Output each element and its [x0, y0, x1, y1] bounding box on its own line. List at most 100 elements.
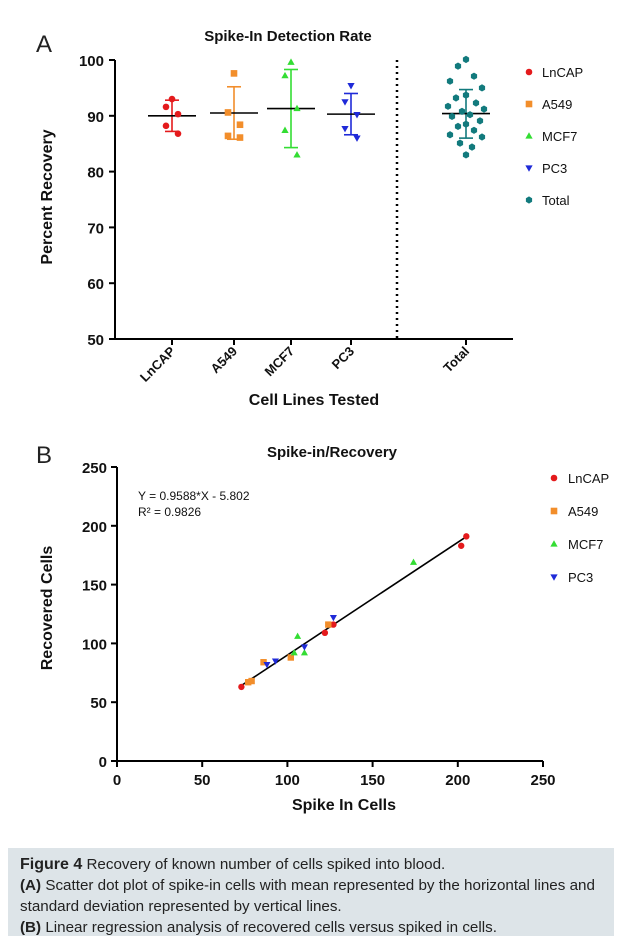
- panel-a-point: [287, 58, 295, 65]
- panel-a-point: [281, 71, 289, 79]
- panel-a-point: [472, 99, 480, 107]
- panel-a-ytick-label: 90: [87, 109, 104, 126]
- panel-b-xtick-label: 150: [360, 772, 385, 789]
- panel-a-xlabel: Cell Lines Tested: [249, 392, 379, 409]
- panel-a-point: [456, 139, 464, 147]
- panel-a-ytick-label: 60: [87, 276, 104, 293]
- panel-b-ytick-label: 0: [99, 754, 107, 771]
- panel-b-point: [294, 632, 302, 639]
- panel-a-point: [478, 133, 486, 141]
- panel-a-point: [446, 77, 454, 85]
- panel-b-point: [300, 649, 308, 656]
- panel-a-legend-marker: [525, 68, 533, 76]
- panel-a-point: [341, 99, 349, 106]
- panel-b-point: [245, 679, 252, 686]
- panel-a-legend-label: PC3: [542, 161, 567, 176]
- panel-b-legend-label: PC3: [568, 570, 593, 585]
- panel-a-point: [224, 109, 232, 116]
- panel-b-point: [248, 677, 255, 685]
- panel-b-point: [287, 654, 295, 661]
- panel-b-point: [325, 621, 332, 628]
- panel-a-ytick-label: 100: [79, 53, 104, 70]
- panel-a-legend-marker: [525, 100, 533, 108]
- panel-a-point: [293, 104, 301, 112]
- panel-a-legend-marker: [525, 132, 533, 139]
- panel-b-ytick-label: 200: [82, 519, 107, 536]
- panel-b-legend-marker: [550, 474, 558, 482]
- caption-figure-label: Figure 4: [20, 856, 83, 873]
- panel-b-ytick-label: 100: [82, 636, 107, 653]
- panel-b-point: [330, 621, 337, 628]
- panel-a-point: [168, 95, 176, 103]
- panel-b-ytick-label: 150: [82, 578, 107, 595]
- panel-a-point: [480, 105, 488, 113]
- panel-a-point: [452, 94, 460, 102]
- panel-b-legend-marker: [550, 540, 558, 547]
- panel-a-point: [466, 111, 474, 119]
- panel-b-legend-label: A549: [568, 504, 598, 519]
- panel-a-ytick-label: 70: [87, 220, 104, 237]
- panel-a-point: [462, 151, 470, 159]
- panel-b-ytick-label: 50: [90, 695, 107, 712]
- panel-b-ytick-label: 250: [82, 460, 107, 477]
- panel-a-legend-label: LnCAP: [542, 65, 583, 80]
- panel-a-chart: A Spike-In Detection Rate Percent Recove…: [36, 28, 583, 409]
- panel-a-point: [446, 131, 454, 139]
- panel-b-xtick-label: 250: [530, 772, 555, 789]
- panel-a-point: [468, 143, 476, 151]
- panel-b-point: [409, 558, 418, 565]
- panel-a-ylabel: Percent Recovery: [39, 129, 56, 264]
- panel-a-point: [236, 121, 244, 129]
- panel-b-legend-marker: [550, 507, 558, 515]
- panel-a-point: [470, 126, 478, 134]
- panel-b-r2: R² = 0.9826: [138, 505, 201, 519]
- panel-b-xlabel: Spike In Cells: [292, 797, 396, 814]
- panel-b-point: [458, 542, 465, 549]
- panel-a-legend-label: MCF7: [542, 129, 577, 144]
- panel-b-legend-marker: [550, 574, 558, 581]
- panel-a-point: [454, 62, 462, 70]
- panel-b-point: [321, 629, 329, 637]
- figure-caption: Figure 4 Recovery of known number of cel…: [8, 848, 614, 936]
- panel-b-ylabel: Recovered Cells: [39, 546, 56, 671]
- panel-a-point: [478, 84, 486, 92]
- panel-a-point: [448, 112, 456, 120]
- panel-a-point: [462, 91, 470, 99]
- panel-b-point: [260, 659, 267, 666]
- panel-a-point: [462, 55, 470, 64]
- panel-b-point: [329, 614, 337, 622]
- panel-a-point: [353, 135, 361, 142]
- panel-a-legend-marker: [525, 165, 533, 172]
- panel-b-fit-line: [240, 534, 469, 687]
- panel-b-legend-label: MCF7: [568, 537, 603, 552]
- panel-b-chart: B Spike-in/Recovery Recovered Cells Spik…: [36, 442, 609, 814]
- panel-a-title: Spike-In Detection Rate: [204, 28, 372, 45]
- panel-a-point: [236, 134, 244, 141]
- panel-a-point: [476, 117, 484, 125]
- caption-b-label: (B): [20, 919, 42, 936]
- panel-a-xtick-label: LnCAP: [137, 343, 178, 384]
- panel-b-letter: B: [36, 442, 52, 469]
- panel-a-point: [458, 107, 466, 115]
- panel-a-legend-label: Total: [542, 193, 570, 208]
- panel-a-point: [454, 122, 462, 130]
- panel-b-equation: Y = 0.9588*X - 5.802: [138, 489, 250, 503]
- panel-a-point: [293, 151, 301, 158]
- panel-a-point: [162, 122, 170, 130]
- panel-a-xtick-label: PC3: [329, 344, 357, 372]
- panel-b-point: [290, 649, 298, 656]
- panel-a-letter: A: [36, 31, 52, 58]
- panel-b-point: [238, 683, 245, 691]
- panel-b-xtick-label: 0: [113, 772, 121, 789]
- panel-a-ytick-label: 50: [87, 332, 104, 349]
- panel-b-point: [271, 658, 279, 665]
- panel-a-xtick-label: A549: [208, 344, 241, 377]
- panel-b-xtick-label: 50: [194, 772, 211, 789]
- panel-a-point: [470, 72, 478, 80]
- panel-a-point: [230, 70, 238, 77]
- panel-b-point: [300, 644, 308, 651]
- panel-b-xtick-label: 100: [275, 772, 300, 789]
- panel-a-point: [353, 112, 361, 119]
- caption-figure-text: Recovery of known number of cells spiked…: [86, 856, 446, 873]
